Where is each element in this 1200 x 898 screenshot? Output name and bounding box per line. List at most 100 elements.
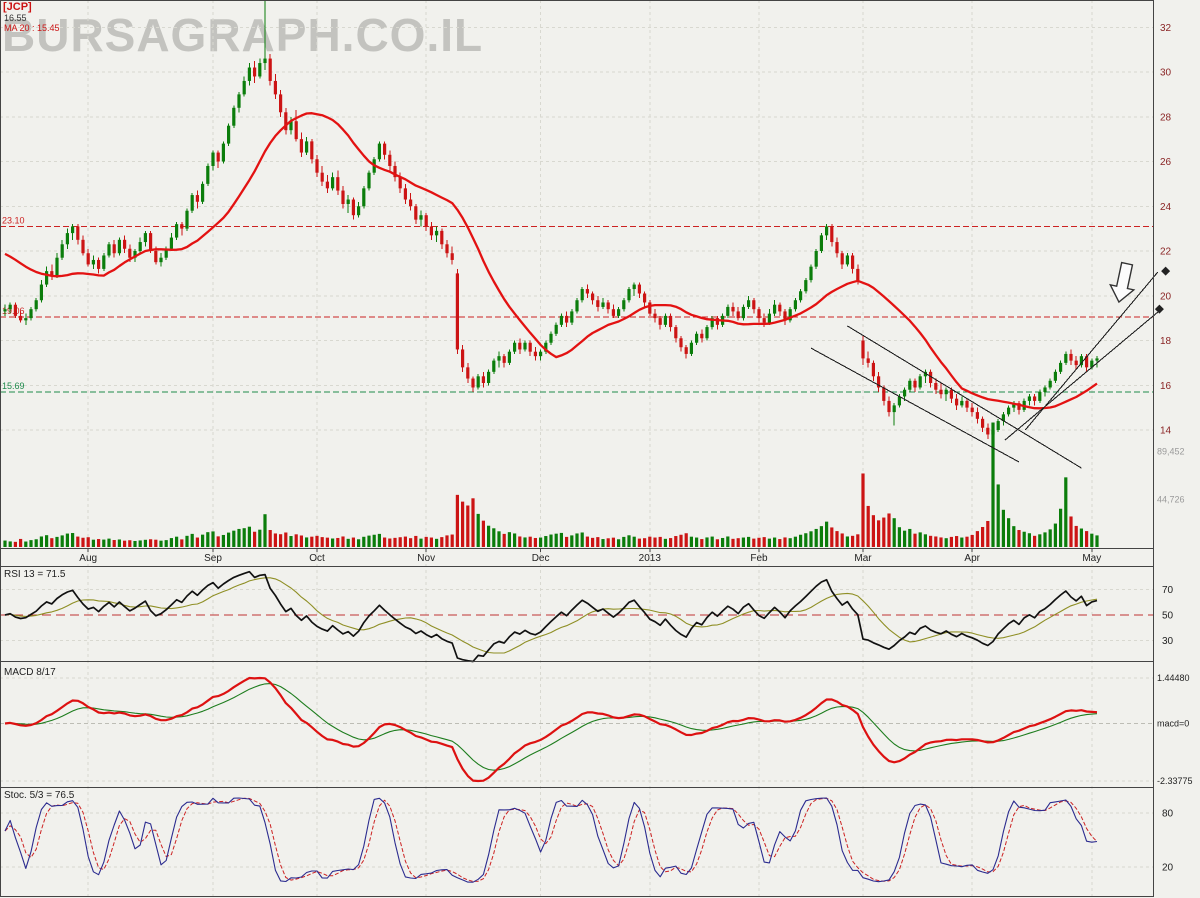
- month-label: Apr: [964, 553, 980, 564]
- price-tick-label: 30: [1160, 68, 1172, 79]
- volume-bar: [232, 530, 236, 547]
- candle-body: [596, 300, 600, 307]
- volume-bar: [970, 534, 974, 547]
- volume-bar: [320, 537, 324, 547]
- candle-body: [398, 177, 402, 189]
- volume-bar: [830, 527, 834, 547]
- volume-bar: [643, 538, 647, 547]
- volume-bar: [39, 536, 43, 547]
- volume-bar: [814, 528, 818, 547]
- candle-body: [1090, 360, 1094, 368]
- volume-bar: [721, 537, 725, 547]
- candle-body: [882, 387, 886, 401]
- volume-bar: [149, 539, 153, 547]
- volume-bar: [169, 538, 173, 547]
- volume-bar: [533, 537, 537, 547]
- volume-bar: [398, 537, 402, 547]
- candle-body: [830, 226, 834, 243]
- volume-bar: [908, 528, 912, 547]
- volume-bar: [1033, 535, 1037, 547]
- volume-bar: [715, 539, 719, 547]
- candle-body: [169, 237, 173, 249]
- volume-bar: [991, 422, 995, 547]
- trendline: [1024, 271, 1159, 431]
- volume-bar: [258, 529, 262, 547]
- candle-body: [351, 199, 355, 216]
- month-label: 2013: [639, 553, 662, 564]
- volume-bar: [585, 536, 589, 547]
- volume-bar: [372, 534, 376, 547]
- volume-bar: [825, 521, 829, 547]
- volume-bar: [268, 530, 272, 547]
- candle-body: [185, 210, 189, 229]
- volume-bar: [284, 532, 288, 547]
- candle-body: [934, 383, 938, 390]
- candle-body: [1048, 380, 1052, 388]
- diamond-marker-icon: [1161, 266, 1171, 276]
- candle-body: [497, 356, 501, 361]
- price-tick-label: 32: [1160, 23, 1172, 34]
- candle-body: [757, 309, 761, 319]
- candle-body: [851, 255, 855, 269]
- volume-bar: [1090, 533, 1094, 547]
- volume-bar: [175, 536, 179, 547]
- volume-bar: [949, 536, 953, 547]
- candle-body: [39, 284, 43, 301]
- volume-bar: [1012, 526, 1016, 547]
- volume-bar: [1059, 508, 1063, 547]
- candle-body: [367, 172, 371, 189]
- candle-body: [533, 351, 537, 357]
- candle-body: [237, 94, 241, 108]
- volume-bar: [50, 538, 54, 547]
- candle-body: [575, 300, 579, 312]
- candle-body: [294, 121, 298, 140]
- candle-body: [320, 172, 324, 182]
- candle-body: [715, 318, 719, 325]
- candle-body: [336, 177, 340, 191]
- candle-body: [944, 389, 948, 395]
- volume-bar: [362, 536, 366, 547]
- volume-bar: [679, 534, 683, 547]
- candle-body: [507, 351, 511, 363]
- candle-body: [918, 376, 922, 388]
- volume-bar: [804, 533, 808, 547]
- volume-bar: [450, 534, 454, 547]
- volume-bar: [871, 515, 875, 547]
- candle-body: [258, 63, 262, 77]
- volume-bar: [325, 537, 329, 547]
- volume-bar: [481, 520, 485, 547]
- volume-bar: [388, 538, 392, 547]
- volume-bar: [648, 536, 652, 547]
- candle-body: [71, 226, 75, 234]
- volume-bar: [596, 537, 600, 547]
- volume-bar: [143, 539, 147, 547]
- volume-bar: [1001, 509, 1005, 547]
- volume-bar: [695, 537, 699, 547]
- candle-body: [325, 181, 329, 189]
- candle-body: [91, 259, 95, 265]
- candle-body: [840, 253, 844, 265]
- candle-body: [695, 333, 699, 343]
- candle-body: [107, 244, 111, 256]
- volume-bar: [757, 537, 761, 547]
- volume-bar: [377, 533, 381, 547]
- candle-body: [986, 427, 990, 435]
- volume-bar: [851, 535, 855, 547]
- volume-bar: [1038, 534, 1042, 547]
- volume-bar: [123, 540, 127, 547]
- candle-body: [45, 271, 49, 285]
- volume-bar: [570, 535, 574, 547]
- volume-bar: [466, 505, 470, 547]
- candle-body: [565, 315, 569, 323]
- candle-body: [601, 302, 605, 307]
- volume-bar: [45, 535, 49, 547]
- candle-body: [871, 362, 875, 377]
- candle-body: [544, 342, 548, 352]
- candle-body: [102, 255, 106, 269]
- candle-body: [201, 183, 205, 202]
- volume-bar: [263, 514, 267, 547]
- month-label: Feb: [750, 553, 768, 564]
- candle-body: [539, 351, 543, 357]
- volume-bar: [273, 533, 277, 547]
- watermark-text: BURSAGRAPH.CO.IL: [2, 9, 484, 61]
